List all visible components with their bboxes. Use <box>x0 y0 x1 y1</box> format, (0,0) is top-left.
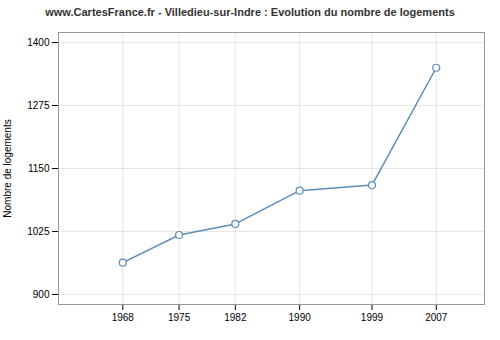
html-text:www.CartesFrance.fr - Villedie: www.CartesFrance.fr - Villedieu-sur-Indr… <box>45 6 455 18</box>
svg-text:1025: 1025 <box>27 226 50 237</box>
svg-text:1968: 1968 <box>112 312 135 323</box>
svg-text:1999: 1999 <box>361 312 384 323</box>
svg-text:1990: 1990 <box>289 312 312 323</box>
svg-text:1982: 1982 <box>224 312 247 323</box>
svg-text:1275: 1275 <box>27 100 50 111</box>
svg-text:2007: 2007 <box>425 312 448 323</box>
svg-text:1975: 1975 <box>168 312 191 323</box>
svg-text:1400: 1400 <box>27 37 50 48</box>
svg-text:Nombre de logements: Nombre de logements <box>2 119 13 217</box>
svg-text:900: 900 <box>33 289 50 300</box>
svg-text:1150: 1150 <box>28 163 50 174</box>
